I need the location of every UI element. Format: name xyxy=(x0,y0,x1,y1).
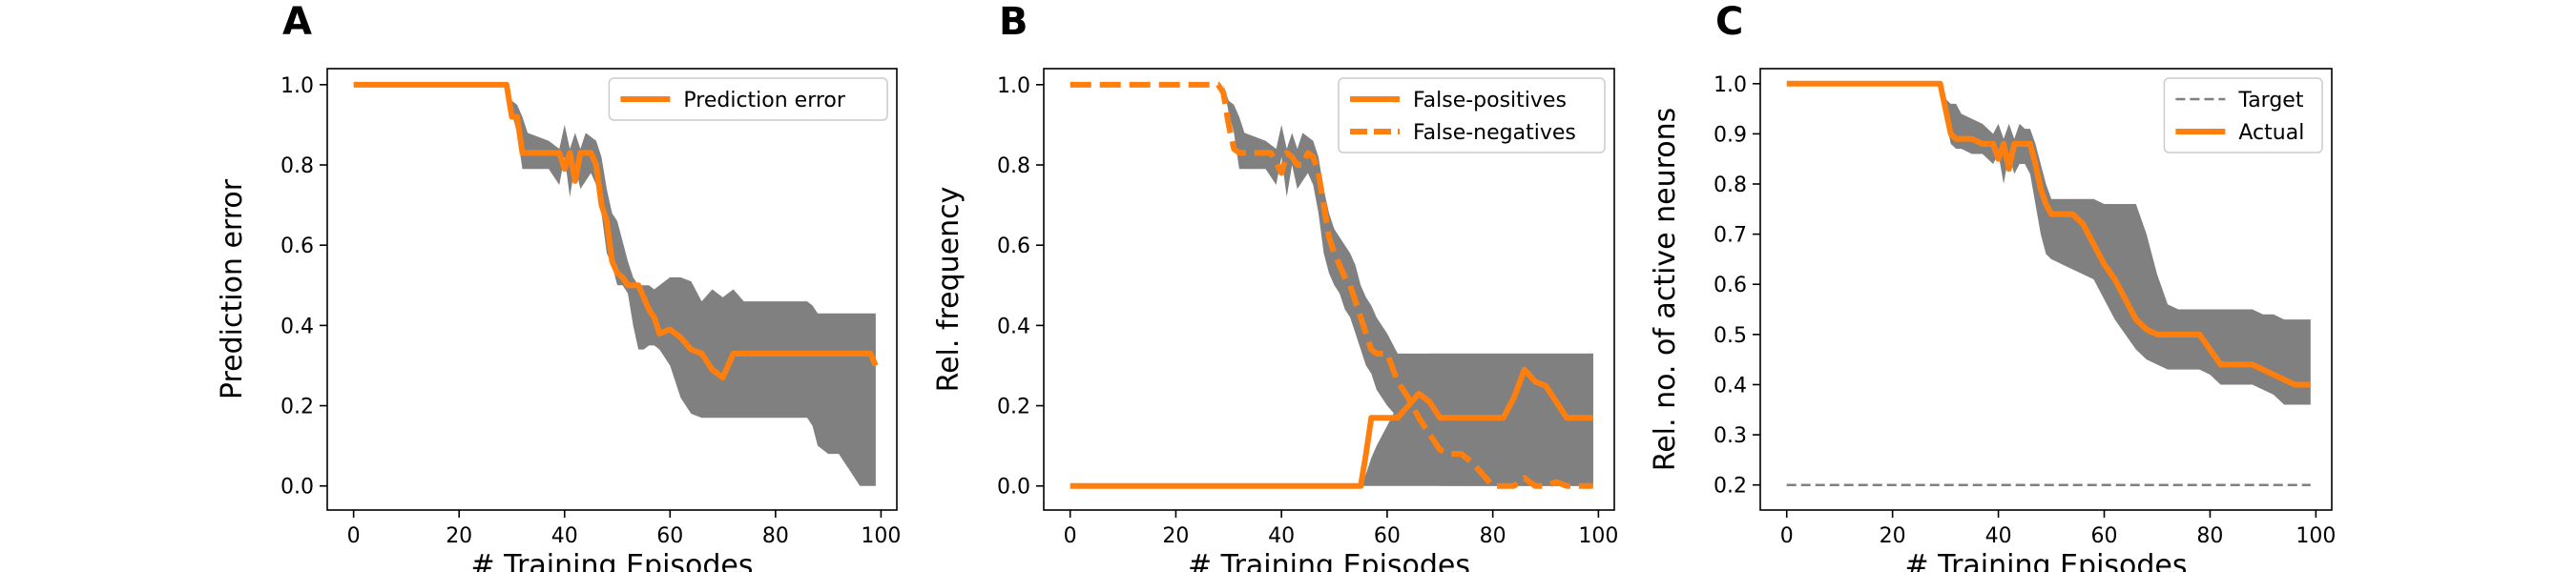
x-tick-label: 20 xyxy=(446,524,472,548)
x-tick-label: 80 xyxy=(2196,524,2223,548)
legend-label: False-positives xyxy=(1413,89,1567,112)
x-tick-label: 60 xyxy=(1374,524,1401,548)
x-tick-label: 0 xyxy=(1064,524,1077,548)
y-tick-label: 0.8 xyxy=(280,154,314,178)
x-tick-label: 80 xyxy=(762,524,789,548)
panel-c: C 0 20 40 60 80 100 0.2 0.3 0.4 0.5 0.6 0.7 0.8 0.9 1.0… xyxy=(1649,0,2336,572)
y-tick-label: 0.8 xyxy=(1714,174,1747,197)
y-tick-label: 0.0 xyxy=(997,476,1030,500)
y-tick-label: 0.4 xyxy=(280,315,314,338)
y-tick-label: 0.6 xyxy=(1714,274,1747,297)
x-tick-label: 80 xyxy=(1480,524,1506,548)
series-line-1 xyxy=(1786,80,2311,388)
y-tick-label: 0.7 xyxy=(1714,224,1747,248)
legend-label: False-negatives xyxy=(1413,121,1576,145)
series-line-0 xyxy=(1070,366,1593,489)
y-tick-label: 1.0 xyxy=(997,74,1030,98)
x-axis-label: # Training Episodes xyxy=(1188,549,1470,572)
y-tick-label: 1.0 xyxy=(280,74,314,98)
x-tick-label: 100 xyxy=(861,524,901,548)
panel-letter: B xyxy=(999,0,1028,44)
legend-label: Actual xyxy=(2238,121,2304,145)
y-axis-label: Prediction error xyxy=(216,178,249,399)
legend: False-positives False-negatives xyxy=(1338,77,1606,153)
y-tick-label: 0.8 xyxy=(997,154,1030,178)
x-tick-label: 40 xyxy=(1268,524,1295,548)
plot-frame xyxy=(326,68,898,511)
legend: Prediction error xyxy=(608,77,888,121)
panel-letter: C xyxy=(1715,0,1743,44)
y-tick-label: 0.5 xyxy=(1714,324,1747,348)
series-line-0 xyxy=(353,81,879,381)
y-tick-label: 0.6 xyxy=(280,235,314,258)
x-tick-label: 100 xyxy=(1578,524,1618,548)
plot-frame xyxy=(1043,68,1615,511)
plot-frame xyxy=(1759,68,2333,511)
legend-label: Prediction error xyxy=(683,89,845,112)
y-tick-label: 0.2 xyxy=(997,396,1030,419)
error-band-0 xyxy=(353,84,876,486)
legend-box xyxy=(1338,77,1606,153)
panel-a: A 0 20 40 60 80 100 0.0 0.2 0.4 0.6 0.8 1.0 # Trainin… xyxy=(216,0,901,572)
x-tick-label: 60 xyxy=(2091,524,2118,548)
y-tick-label: 0.2 xyxy=(1714,475,1747,499)
y-tick-label: 0.4 xyxy=(997,315,1030,338)
x-tick-label: 60 xyxy=(656,524,683,548)
error-band-0 xyxy=(1786,83,2311,405)
y-tick-label: 0.9 xyxy=(1714,123,1747,147)
y-axis-label: Rel. no. of active neurons xyxy=(1649,108,1682,472)
x-axis-label: # Training Episodes xyxy=(470,549,753,572)
y-tick-label: 0.3 xyxy=(1714,424,1747,448)
panel-b: B 0 20 40 60 80 100 0.0 0.2 0.4 0.6 0.8 1.0 # Trainin… xyxy=(932,0,1618,572)
x-tick-label: 0 xyxy=(1780,524,1794,548)
y-tick-label: 0.4 xyxy=(1714,374,1747,398)
x-tick-label: 0 xyxy=(347,524,361,548)
y-tick-label: 1.0 xyxy=(1714,73,1747,97)
x-tick-label: 20 xyxy=(1162,524,1189,548)
x-tick-label: 40 xyxy=(551,524,578,548)
x-axis-label: # Training Episodes xyxy=(1904,549,2187,572)
x-tick-label: 100 xyxy=(2296,524,2336,548)
legend-label: Target xyxy=(2237,89,2303,112)
y-tick-label: 0.2 xyxy=(280,396,314,419)
legend: Target Actual xyxy=(2163,77,2323,153)
y-tick-label: 0.0 xyxy=(280,476,314,500)
y-tick-label: 0.6 xyxy=(997,235,1030,258)
series-line-1 xyxy=(1070,81,1593,489)
legend-box xyxy=(608,77,888,121)
x-tick-label: 20 xyxy=(1880,524,1906,548)
y-axis-label: Rel. frequency xyxy=(932,187,966,393)
x-tick-label: 40 xyxy=(1985,524,2012,548)
panel-letter: A xyxy=(282,0,312,44)
